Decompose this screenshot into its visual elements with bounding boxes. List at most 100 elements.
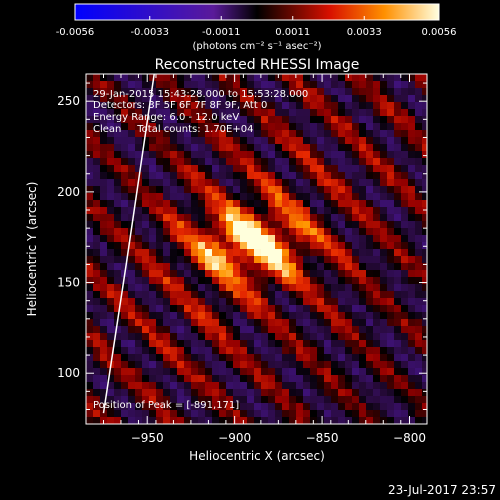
heatmap-cell — [324, 109, 331, 116]
heatmap-cell — [345, 116, 352, 123]
heatmap-cell — [345, 340, 352, 347]
heatmap-cell — [331, 305, 338, 312]
heatmap-cell — [184, 298, 191, 305]
heatmap-cell — [86, 158, 93, 165]
heatmap-cell — [114, 214, 121, 221]
heatmap-cell — [408, 347, 415, 354]
heatmap-cell — [100, 172, 107, 179]
heatmap-cell — [289, 277, 296, 284]
heatmap-cell — [380, 312, 387, 319]
heatmap-cell — [205, 333, 212, 340]
heatmap-cell — [261, 417, 268, 424]
heatmap-cell — [254, 81, 261, 88]
heatmap-cell — [149, 291, 156, 298]
heatmap-cell — [345, 361, 352, 368]
heatmap-cell — [408, 375, 415, 382]
heatmap-cell — [107, 347, 114, 354]
heatmap-cell — [324, 102, 331, 109]
heatmap-cell — [345, 333, 352, 340]
heatmap-cell — [142, 74, 149, 81]
heatmap-cell — [184, 179, 191, 186]
heatmap-cell — [282, 382, 289, 389]
heatmap-cell — [219, 389, 226, 396]
heatmap-cell — [170, 200, 177, 207]
heatmap-cell — [156, 102, 163, 109]
heatmap-cell — [226, 144, 233, 151]
heatmap-cell — [205, 130, 212, 137]
heatmap-cell — [289, 193, 296, 200]
heatmap-cell — [352, 270, 359, 277]
heatmap-cell — [156, 354, 163, 361]
heatmap-cell — [408, 95, 415, 102]
heatmap-cell — [317, 417, 324, 424]
heatmap-cell — [289, 326, 296, 333]
heatmap-cell — [261, 277, 268, 284]
heatmap-cell — [394, 116, 401, 123]
heatmap-cell — [219, 312, 226, 319]
heatmap-cell — [422, 270, 427, 277]
heatmap-cell — [422, 74, 427, 81]
heatmap-cell — [128, 417, 135, 424]
heatmap-cell — [310, 228, 317, 235]
heatmap-cell — [366, 333, 373, 340]
heatmap-cell — [107, 291, 114, 298]
heatmap-cell — [170, 179, 177, 186]
heatmap-cell — [114, 312, 121, 319]
heatmap-cell — [142, 95, 149, 102]
heatmap-cell — [338, 207, 345, 214]
colorbar-unit-label: (photons cm⁻² s⁻¹ asec⁻²) — [192, 41, 321, 52]
heatmap-cell — [114, 277, 121, 284]
heatmap-cell — [310, 326, 317, 333]
heatmap-cell — [247, 186, 254, 193]
heatmap-cell — [303, 326, 310, 333]
heatmap-cell — [317, 102, 324, 109]
heatmap-cell — [86, 256, 93, 263]
heatmap-cell — [303, 270, 310, 277]
heatmap-cell — [121, 375, 128, 382]
heatmap-cell — [408, 319, 415, 326]
heatmap-cell — [107, 354, 114, 361]
heatmap-cell — [149, 319, 156, 326]
heatmap-cell — [121, 165, 128, 172]
heatmap-cell — [422, 179, 427, 186]
heatmap-cell — [268, 235, 275, 242]
heatmap-cell — [121, 193, 128, 200]
heatmap-cell — [184, 137, 191, 144]
heatmap-cell — [114, 354, 121, 361]
heatmap-cell — [86, 144, 93, 151]
heatmap-cell — [338, 256, 345, 263]
heatmap-cell — [163, 298, 170, 305]
heatmap-cell — [268, 179, 275, 186]
heatmap-cell — [289, 270, 296, 277]
heatmap-cell — [359, 228, 366, 235]
heatmap-cell — [359, 200, 366, 207]
heatmap-cell — [240, 263, 247, 270]
heatmap-cell — [240, 403, 247, 410]
heatmap-cell — [324, 312, 331, 319]
heatmap-cell — [156, 207, 163, 214]
heatmap-cell — [338, 354, 345, 361]
solar-limb-line — [102, 74, 155, 414]
heatmap-cell — [352, 123, 359, 130]
heatmap-cell — [128, 340, 135, 347]
heatmap-cell — [177, 172, 184, 179]
heatmap-cell — [289, 186, 296, 193]
heatmap-cell — [121, 221, 128, 228]
heatmap-cell — [282, 200, 289, 207]
heatmap-cell — [394, 123, 401, 130]
heatmap-cell — [198, 375, 205, 382]
heatmap-cell — [233, 312, 240, 319]
heatmap-cell — [149, 417, 156, 424]
heatmap-cell — [107, 298, 114, 305]
heatmap-cell — [107, 74, 114, 81]
heatmap-cell — [142, 361, 149, 368]
heatmap-cell — [163, 326, 170, 333]
heatmap-cell — [170, 284, 177, 291]
heatmap-cell — [303, 130, 310, 137]
heatmap-cell — [142, 340, 149, 347]
heatmap-cell — [401, 144, 408, 151]
heatmap-cell — [324, 403, 331, 410]
heatmap-cell — [212, 333, 219, 340]
heatmap-cell — [149, 193, 156, 200]
heatmap-cell — [373, 74, 380, 81]
